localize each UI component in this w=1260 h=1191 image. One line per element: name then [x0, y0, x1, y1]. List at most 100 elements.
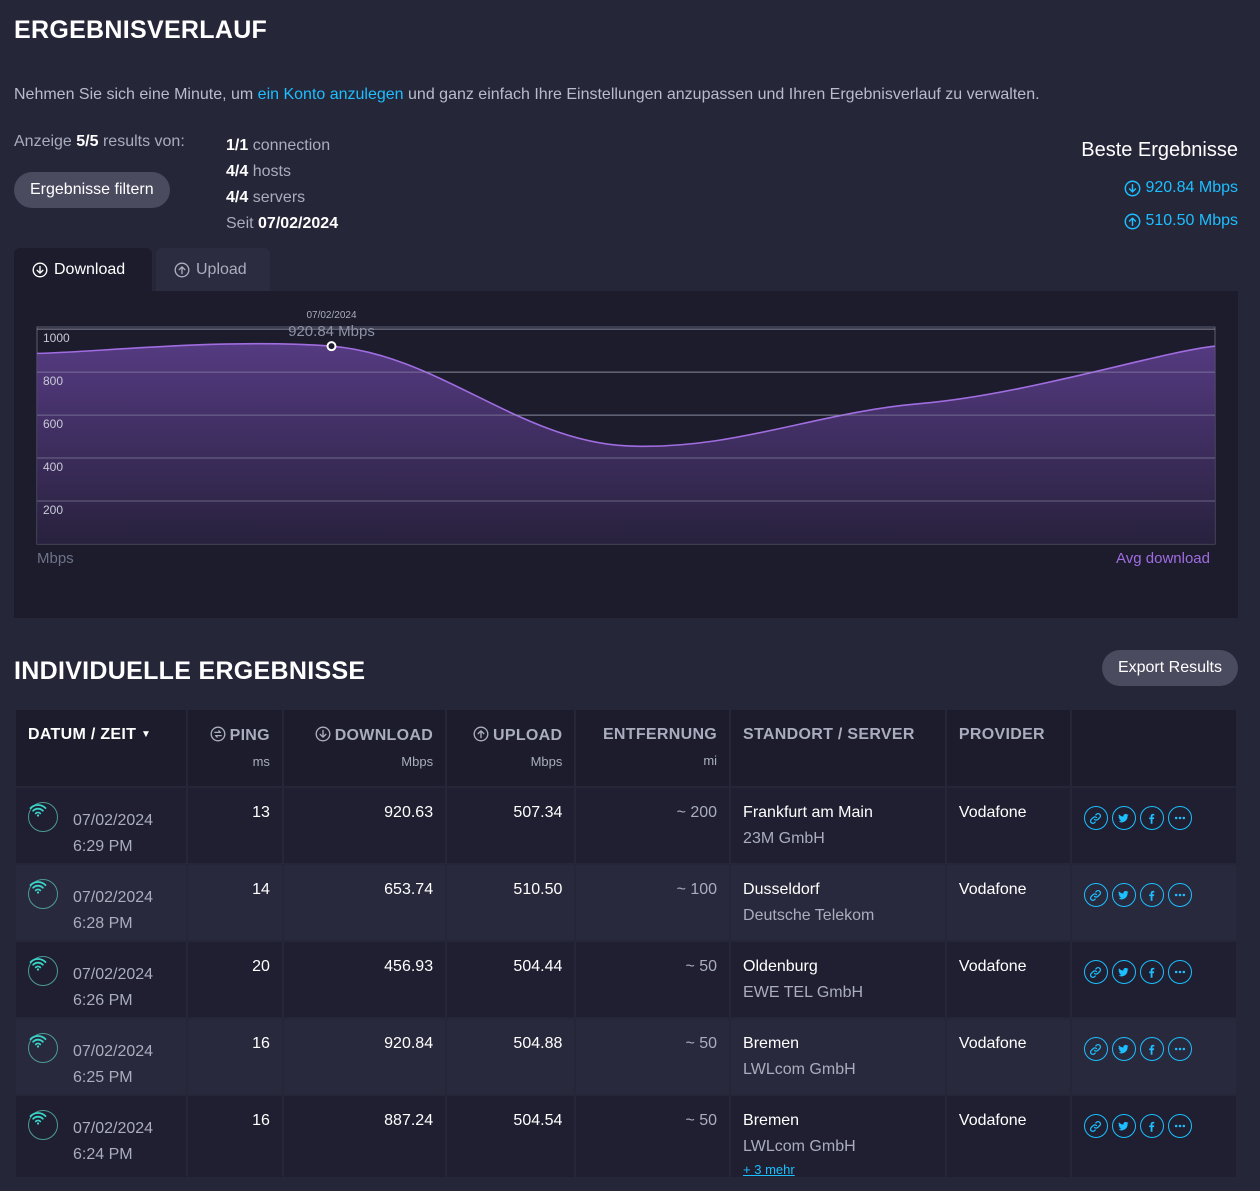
y-tick-label: 1000: [43, 331, 70, 345]
header-download-unit: Mbps: [401, 754, 434, 769]
row-date: 07/02/2024: [73, 1043, 154, 1060]
cell-distance: ~ 100: [576, 865, 730, 940]
tab-download[interactable]: Download: [14, 248, 152, 292]
header-upload: UPLOAD Mbps: [447, 710, 575, 786]
table-row[interactable]: 07/02/2024 6:25 PM 16 920.84 504.88 ~ 50…: [16, 1019, 1236, 1094]
more-options-icon[interactable]: [1167, 806, 1192, 830]
arrow-up-circle-icon: [1125, 213, 1141, 229]
sort-desc-icon: ▼: [140, 729, 152, 740]
highlight-date-label: 07/02/2024: [306, 310, 356, 321]
cell-distance: ~ 50: [576, 1096, 730, 1177]
facebook-icon[interactable]: [1139, 1037, 1164, 1061]
cell-distance: ~ 50: [576, 942, 730, 1017]
twitter-icon[interactable]: [1111, 960, 1136, 984]
row-date: 07/02/2024: [73, 812, 154, 829]
cell-ping: 16: [187, 1019, 282, 1094]
tab-upload[interactable]: Upload: [156, 248, 270, 292]
filter-results-button[interactable]: Ergebnisse filtern: [14, 172, 170, 208]
cell-actions: [1071, 865, 1236, 940]
cell-upload: 504.54: [447, 1096, 575, 1177]
table-header-row: DATUM / ZEIT ▼ PING ms DOWNLOAD Mbps UPL…: [16, 710, 1236, 786]
cell-ping: 20: [187, 942, 282, 1017]
create-account-link[interactable]: ein Konto anzulegen: [257, 86, 404, 103]
row-time: 6:24 PM: [73, 1146, 133, 1163]
table-row[interactable]: 07/02/2024 6:28 PM 14 653.74 510.50 ~ 10…: [16, 865, 1236, 940]
export-results-button[interactable]: Export Results: [1101, 650, 1238, 686]
header-download-label: DOWNLOAD: [334, 727, 434, 744]
arrow-down-circle-icon: [1125, 180, 1141, 196]
cell-upload: 504.44: [447, 942, 575, 1017]
cell-download: 920.84: [283, 1019, 446, 1094]
table-row[interactable]: 07/02/2024 6:26 PM 20 456.93 504.44 ~ 50…: [16, 942, 1236, 1017]
cell-actions: [1071, 1096, 1236, 1177]
cell-datetime: 07/02/2024 6:25 PM: [16, 1019, 186, 1094]
intro-text: Nehmen Sie sich eine Minute, um ein Kont…: [14, 86, 1040, 104]
row-server: EWE TEL GmbH: [743, 984, 864, 1001]
highlight-point[interactable]: [326, 341, 337, 352]
arrow-up-circle-icon: [473, 726, 489, 742]
count-hosts: 4/4 hosts: [226, 159, 338, 185]
count-value: 4/4: [226, 163, 249, 180]
cell-provider: Vodafone: [946, 788, 1070, 863]
facebook-icon[interactable]: [1139, 806, 1164, 830]
individual-results-title: INDIVIDUELLE ERGEBNISSE: [14, 657, 366, 685]
link-icon[interactable]: [1083, 960, 1108, 984]
count-connections: 1/1 connection: [226, 133, 338, 159]
header-actions: [1071, 710, 1236, 786]
wifi-icon: [28, 956, 58, 986]
showing-summary: Anzeige 5/5 results von:: [14, 133, 185, 151]
twitter-icon[interactable]: [1111, 1114, 1136, 1138]
cell-provider: Vodafone: [946, 1019, 1070, 1094]
cell-upload: 510.50: [447, 865, 575, 940]
more-options-icon[interactable]: [1167, 960, 1192, 984]
cell-location: Oldenburg EWE TEL GmbH: [731, 942, 945, 1017]
results-table: DATUM / ZEIT ▼ PING ms DOWNLOAD Mbps UPL…: [14, 708, 1238, 1179]
cell-download: 920.63: [283, 788, 446, 863]
wifi-icon: [28, 1110, 58, 1140]
more-options-icon[interactable]: [1167, 883, 1192, 907]
more-options-icon[interactable]: [1167, 1037, 1192, 1061]
y-axis-unit-label: Mbps: [37, 550, 74, 567]
header-distance-label: ENTFERNUNG: [602, 726, 718, 743]
header-ping: PING ms: [187, 710, 282, 786]
facebook-icon[interactable]: [1139, 1114, 1164, 1138]
wifi-icon: [28, 1033, 58, 1063]
cell-upload: 507.34: [447, 788, 575, 863]
header-upload-label: UPLOAD: [493, 727, 563, 744]
row-server: LWLcom GmbH: [743, 1138, 856, 1155]
row-city: Oldenburg: [743, 958, 818, 975]
header-datetime[interactable]: DATUM / ZEIT ▼: [16, 710, 186, 786]
cell-download: 653.74: [283, 865, 446, 940]
best-upload-value: 510.50 Mbps: [1145, 212, 1238, 229]
header-datetime-label: DATUM / ZEIT: [28, 726, 137, 743]
ping-icon: [210, 726, 226, 742]
twitter-icon[interactable]: [1111, 1037, 1136, 1061]
twitter-icon[interactable]: [1111, 806, 1136, 830]
row-server: LWLcom GmbH: [743, 1061, 856, 1078]
table-row[interactable]: 07/02/2024 6:29 PM 13 920.63 507.34 ~ 20…: [16, 788, 1236, 863]
table-row[interactable]: 07/02/2024 6:24 PM 16 887.24 504.54 ~ 50…: [16, 1096, 1236, 1177]
header-provider: PROVIDER: [946, 710, 1070, 786]
showing-prefix: Anzeige: [14, 133, 77, 150]
cell-distance: ~ 200: [576, 788, 730, 863]
count-value: 1/1: [226, 137, 249, 154]
facebook-icon[interactable]: [1139, 960, 1164, 984]
twitter-icon[interactable]: [1111, 883, 1136, 907]
header-distance: ENTFERNUNG mi: [576, 710, 730, 786]
count-label: servers: [248, 189, 306, 206]
more-options-icon[interactable]: [1167, 1114, 1192, 1138]
link-icon[interactable]: [1083, 1114, 1108, 1138]
link-icon[interactable]: [1083, 1037, 1108, 1061]
highlight-value-label: 920.84 Mbps: [288, 323, 375, 340]
facebook-icon[interactable]: [1139, 883, 1164, 907]
since-date: Seit 07/02/2024: [226, 211, 338, 237]
arrow-up-circle-icon: [174, 262, 190, 278]
cell-provider: Vodafone: [946, 865, 1070, 940]
link-icon[interactable]: [1083, 806, 1108, 830]
y-tick-label: 200: [43, 503, 63, 517]
more-servers-link[interactable]: + 3 mehr: [743, 1162, 795, 1177]
header-ping-label: PING: [229, 727, 270, 744]
best-download: 920.84 Mbps: [1124, 179, 1238, 197]
link-icon[interactable]: [1083, 883, 1108, 907]
row-time: 6:25 PM: [73, 1069, 133, 1086]
